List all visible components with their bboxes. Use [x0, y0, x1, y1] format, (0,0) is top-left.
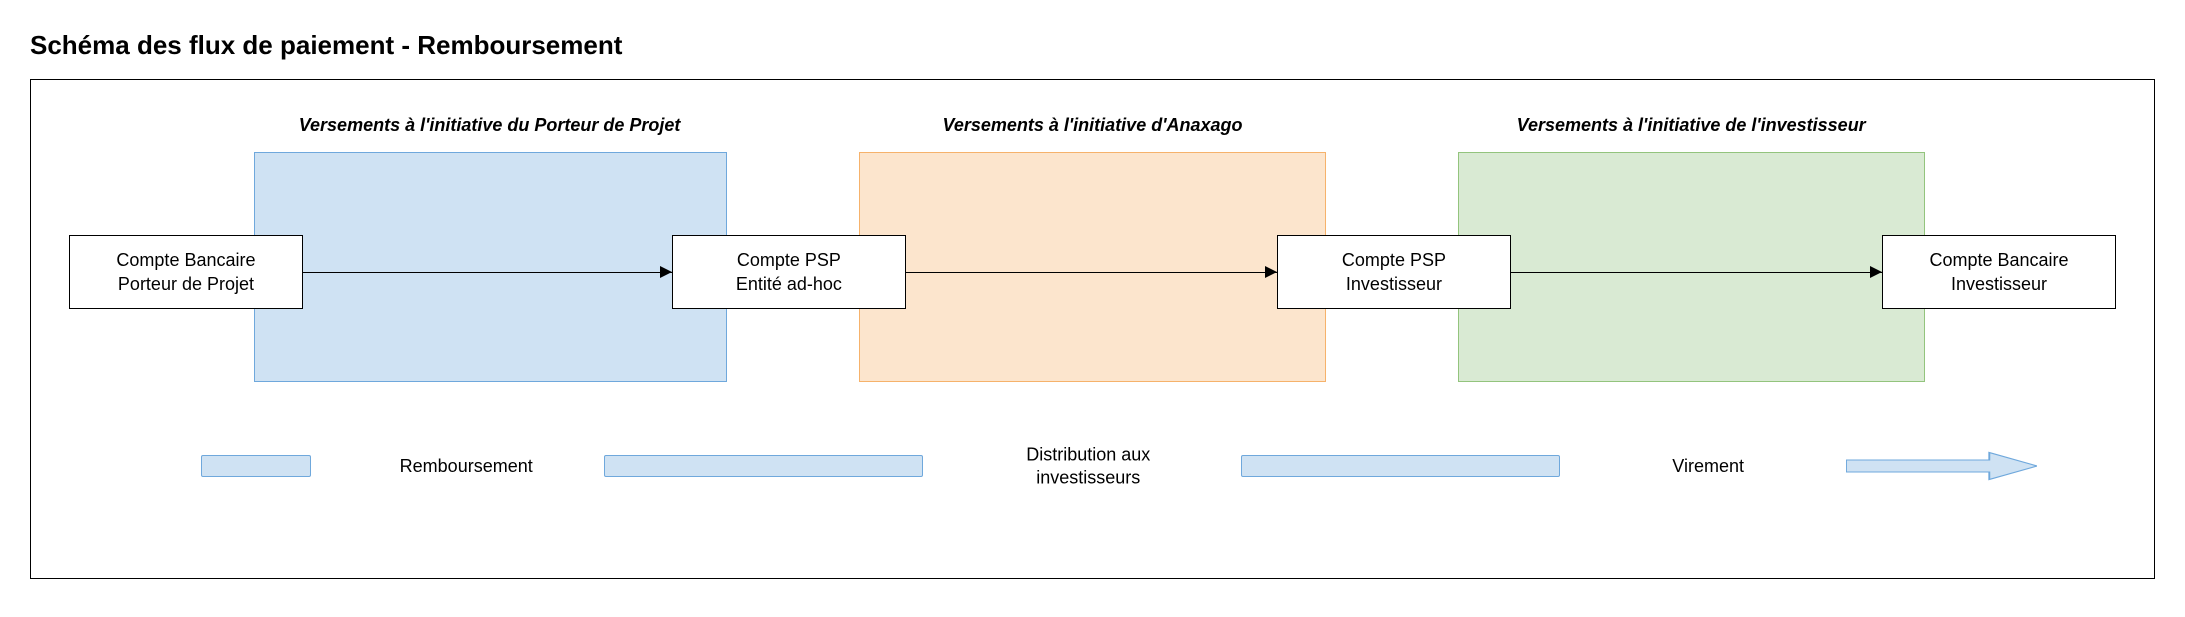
legend-swatch-2 — [1241, 455, 1559, 477]
legend-label-2: Virement — [1672, 455, 1744, 478]
arrowhead-icon — [660, 266, 672, 278]
legend-swatch-0 — [201, 455, 311, 477]
page-title: Schéma des flux de paiement - Remboursem… — [30, 30, 2155, 61]
edge-node-porteur-to-node-psp-entite — [303, 272, 672, 273]
node-bancaire-investisseur: Compte Bancaire Investisseur — [1882, 235, 2116, 309]
edge-node-psp-investisseur-to-node-bancaire-investisseur — [1511, 272, 1883, 273]
legend-label-1: Distribution aux investisseurs — [1026, 444, 1150, 489]
node-psp-investisseur: Compte PSP Investisseur — [1277, 235, 1511, 309]
node-porteur: Compte Bancaire Porteur de Projet — [69, 235, 303, 309]
region-anaxago-label: Versements à l'initiative d'Anaxago — [863, 115, 1323, 136]
region-anaxago — [859, 152, 1326, 382]
diagram-frame: Versements à l'initiative du Porteur de … — [30, 79, 2155, 579]
arrowhead-icon — [1265, 266, 1277, 278]
legend-arrow-icon — [1846, 451, 2037, 481]
region-porteur-label: Versements à l'initiative du Porteur de … — [260, 115, 720, 136]
diagram-canvas: Versements à l'initiative du Porteur de … — [31, 80, 2154, 578]
region-investisseur-label: Versements à l'initiative de l'investiss… — [1461, 115, 1921, 136]
legend-swatch-1 — [604, 455, 922, 477]
region-porteur — [254, 152, 727, 382]
arrowhead-icon — [1870, 266, 1882, 278]
edge-node-psp-entite-to-node-psp-investisseur — [906, 272, 1278, 273]
legend-label-0: Remboursement — [400, 455, 533, 478]
region-investisseur — [1458, 152, 1925, 382]
node-psp-entite: Compte PSP Entité ad-hoc — [672, 235, 906, 309]
